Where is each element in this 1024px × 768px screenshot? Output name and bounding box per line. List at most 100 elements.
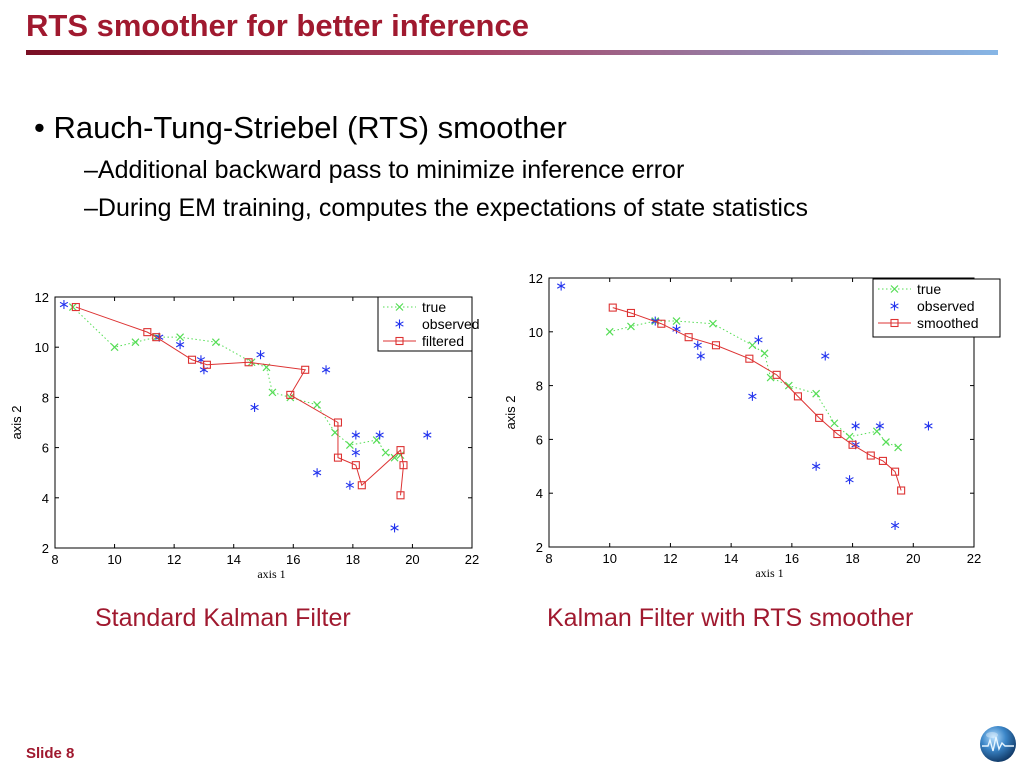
- chart2-x-axis-label: axis 1: [755, 566, 783, 580]
- chart2-smoothed-point: [657, 319, 666, 328]
- chart1-observed-point: [59, 300, 69, 310]
- chart1-observed-point: [250, 402, 259, 412]
- chart2-true-point: [748, 341, 757, 350]
- chart1-filtered-point: [187, 355, 197, 364]
- chart2-true-point: [605, 327, 614, 336]
- chart1-y-tick-label: 10: [35, 340, 49, 355]
- chart2-smoothed-point: [793, 392, 802, 401]
- chart1-legend-marker-filtered: [395, 336, 404, 346]
- chart2-true-point: [830, 419, 839, 428]
- chart2-observed-point: [748, 391, 757, 401]
- chart2-observed-point: [851, 421, 860, 431]
- caption-rts-smoother: Kalman Filter with RTS smoother: [547, 604, 914, 632]
- caption-standard-kalman: Standard Kalman Filter: [95, 604, 351, 632]
- chart1-filtered-point: [333, 418, 343, 427]
- chart1-true-point: [211, 338, 220, 347]
- slide-title: RTS smoother for better inference: [26, 8, 529, 43]
- chart2-true-point: [672, 317, 681, 325]
- chart2-legend-marker-true: [890, 285, 899, 293]
- chart1-filtered-point: [357, 481, 366, 490]
- chart2-x-tick-label: 8: [545, 551, 552, 566]
- chart1-y-tick-label: 4: [42, 491, 49, 506]
- chart2-true-point: [845, 432, 854, 441]
- chart1-x-axis-label: axis 1: [257, 567, 285, 581]
- chart2-smoothed-point: [897, 486, 906, 495]
- chart2-x-tick-label: 14: [724, 551, 738, 566]
- chart1-legend-marker-true: [395, 303, 404, 311]
- sub-bullet-em-training: –During EM training, computes the expect…: [84, 194, 808, 222]
- chart2-true-point: [882, 438, 890, 447]
- chart2-y-axis-label: axis 2: [503, 396, 518, 430]
- chart1-filtered-line: [75, 306, 404, 496]
- chart2-legend-marker-observed: [890, 301, 899, 311]
- chart1-x-tick-label: 12: [167, 552, 181, 567]
- chart1-x-tick-label: 14: [226, 552, 240, 567]
- chart2-observed-point: [754, 335, 763, 345]
- chart1-true-point: [286, 393, 295, 402]
- chart2-true-point: [709, 319, 717, 328]
- chart1-true-point: [381, 448, 390, 457]
- chart1-filtered-point: [301, 365, 310, 374]
- chart2-y-tick-label: 8: [536, 379, 543, 394]
- chart1-true-point: [390, 453, 399, 462]
- chart1-observed-point: [312, 468, 322, 478]
- chart1-legend-box: [377, 296, 473, 352]
- chart1-observed-point: [351, 448, 361, 458]
- chart2-smoothed-point: [878, 456, 887, 465]
- chart2-smoothed-point: [815, 413, 824, 422]
- globe-logo-icon: [980, 726, 1016, 762]
- title-rule: [26, 50, 998, 55]
- chart2-observed-point: [924, 421, 933, 431]
- chart1-observed-point: [390, 523, 399, 533]
- chart2-smoothed-point: [891, 467, 900, 476]
- chart1-true-point: [176, 333, 185, 342]
- chart1-x-tick-label: 22: [465, 552, 479, 567]
- chart2-smoothed-point: [745, 354, 754, 363]
- chart2-legend-label-true: true: [917, 281, 941, 297]
- chart1-x-tick-label: 20: [405, 552, 419, 567]
- chart2-smoothed-point: [608, 303, 617, 312]
- chart1-series-filtered: [71, 302, 408, 500]
- chart1-x-tick-label: 10: [107, 552, 121, 567]
- chart2-observed-point: [821, 351, 830, 361]
- chart2-observed-point: [696, 351, 705, 361]
- chart1-x-tick-label: 16: [286, 552, 300, 567]
- chart2-true-point: [784, 381, 793, 390]
- chart2-smoothed-point: [626, 308, 636, 318]
- chart2-legend-label-observed: observed: [917, 298, 975, 314]
- chart2-series-observed: [556, 281, 933, 530]
- chart1-filtered-point: [396, 491, 405, 500]
- chart1-filtered-point: [71, 302, 80, 312]
- chart2-true-point: [627, 322, 635, 331]
- chart1-filtered-point: [333, 453, 343, 462]
- chart2-true-point: [812, 389, 821, 398]
- chart1-y-tick-label: 6: [42, 441, 49, 456]
- chart1-filtered-point: [143, 328, 152, 337]
- chart1-observed-point: [423, 430, 432, 440]
- chart1-filtered-point: [399, 461, 408, 470]
- chart1-y-axis-label: axis 2: [9, 406, 24, 440]
- chart1-true-point: [313, 401, 322, 409]
- chart2-y-tick-label: 6: [536, 432, 543, 447]
- chart1-legend-label-observed: observed: [422, 316, 480, 332]
- chart1-filtered-point: [351, 461, 360, 470]
- chart1-legend-marker-observed: [395, 319, 404, 329]
- chart2-observed-point: [845, 475, 854, 485]
- chart1-filtered-point: [244, 358, 253, 367]
- chart1-legend-label-true: true: [422, 299, 446, 315]
- chart2-x-tick-label: 22: [967, 551, 981, 566]
- slide-number: Slide 8: [26, 745, 75, 762]
- chart2-x-tick-label: 10: [602, 551, 616, 566]
- chart1-true-point: [110, 343, 119, 352]
- chart1-observed-point: [351, 430, 361, 440]
- chart1-y-tick-label: 2: [42, 541, 49, 556]
- chart1-true-point: [331, 428, 339, 437]
- chart2-true-point: [894, 443, 903, 452]
- chart2-observed-point: [890, 520, 900, 530]
- chart2-y-tick-label: 2: [536, 540, 543, 555]
- chart1-observed-point: [345, 480, 355, 490]
- chart2-smoothed-point: [772, 370, 781, 379]
- chart1-filtered-point: [152, 333, 161, 342]
